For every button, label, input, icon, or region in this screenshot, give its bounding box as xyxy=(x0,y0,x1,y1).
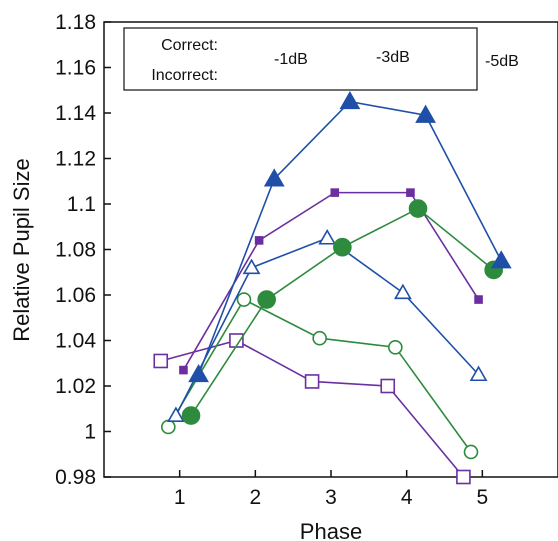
data-point-correct-minus-1db xyxy=(330,188,340,197)
x-tick-label: 3 xyxy=(325,486,337,509)
y-tick-label: 0.98 xyxy=(55,466,96,489)
legend-row-label-correct: Correct: xyxy=(161,37,218,54)
legend-label-5db: -5dB xyxy=(485,53,519,70)
series-correct-minus-5db xyxy=(188,91,512,383)
y-axis-label: Relative Pupil Size xyxy=(9,158,34,341)
data-point-incorrect-minus-1db xyxy=(380,378,396,394)
data-point-incorrect-minus-3db xyxy=(388,340,403,355)
data-point-incorrect-minus-3db xyxy=(161,419,176,435)
data-point-correct-minus-3db xyxy=(181,406,201,425)
x-tick-label: 1 xyxy=(174,486,186,509)
axis-ticks: 0.98 1 1.02 1.04 1.06 1.08 1.1 1.12 1.14 1.16 1.18… xyxy=(55,11,488,509)
x-tick-label: 2 xyxy=(249,486,261,509)
y-tick-label: 1.08 xyxy=(55,239,96,262)
y-tick-label: 1.16 xyxy=(55,57,96,80)
data-point-incorrect-minus-3db xyxy=(463,444,479,460)
y-tick-label: 1.12 xyxy=(55,148,96,171)
series-incorrect-minus-3db xyxy=(161,292,479,460)
x-axis-label: Phase xyxy=(300,519,362,541)
data-point-correct-minus-5db xyxy=(490,250,512,269)
data-point-correct-minus-5db xyxy=(339,91,361,110)
y-tick-label: 1.06 xyxy=(55,284,96,307)
data-point-incorrect-minus-3db xyxy=(236,292,252,307)
legend-box xyxy=(123,27,478,91)
data-point-correct-minus-3db xyxy=(333,237,352,257)
series-line-incorrect-minus-3db xyxy=(167,298,472,453)
data-point-incorrect-minus-3db xyxy=(312,330,327,346)
legend: Correct: Incorrect: -1dB -3dB -5dB xyxy=(123,27,519,91)
legend-row-label-incorrect: Incorrect: xyxy=(151,67,218,84)
data-point-correct-minus-3db xyxy=(257,290,276,309)
x-tick-label: 5 xyxy=(476,486,488,509)
y-tick-label: 1.1 xyxy=(67,193,96,216)
data-point-correct-minus-5db xyxy=(263,168,285,187)
x-tick-label: 4 xyxy=(401,486,413,509)
series-incorrect-minus-1db xyxy=(153,333,471,485)
data-point-incorrect-minus-1db xyxy=(456,469,471,485)
y-tick-label: 1.18 xyxy=(55,11,96,34)
data-point-correct-minus-1db xyxy=(474,295,483,304)
data-point-incorrect-minus-1db xyxy=(304,374,320,389)
series-line-incorrect-minus-1db xyxy=(160,339,465,478)
series-incorrect-minus-5db xyxy=(167,229,488,423)
data-point-correct-minus-3db xyxy=(408,199,428,218)
legend-label-3db: -3dB xyxy=(376,49,410,66)
data-point-incorrect-minus-5db xyxy=(394,283,412,300)
series-correct-minus-3db xyxy=(181,199,503,425)
y-tick-label: 1.02 xyxy=(55,375,96,398)
data-point-correct-minus-1db xyxy=(406,188,415,197)
data-point-incorrect-minus-5db xyxy=(469,365,488,382)
data-point-correct-minus-1db xyxy=(254,236,264,245)
data-point-incorrect-minus-5db xyxy=(318,229,337,245)
data-point-incorrect-minus-5db xyxy=(167,406,185,423)
data-point-incorrect-minus-1db xyxy=(153,353,169,369)
data-point-correct-minus-5db xyxy=(415,104,436,123)
y-tick-label: 1.04 xyxy=(55,330,96,353)
series-line-incorrect-minus-5db xyxy=(175,237,480,416)
data-point-correct-minus-1db xyxy=(179,365,188,375)
legend-label-1db: -1dB xyxy=(274,51,308,68)
y-tick-label: 1.14 xyxy=(55,102,96,125)
series-layer xyxy=(153,91,512,485)
data-point-correct-minus-5db xyxy=(188,364,209,383)
y-tick-label: 1 xyxy=(84,421,96,444)
series-correct-minus-1db xyxy=(179,188,483,375)
data-point-incorrect-minus-5db xyxy=(242,258,261,275)
